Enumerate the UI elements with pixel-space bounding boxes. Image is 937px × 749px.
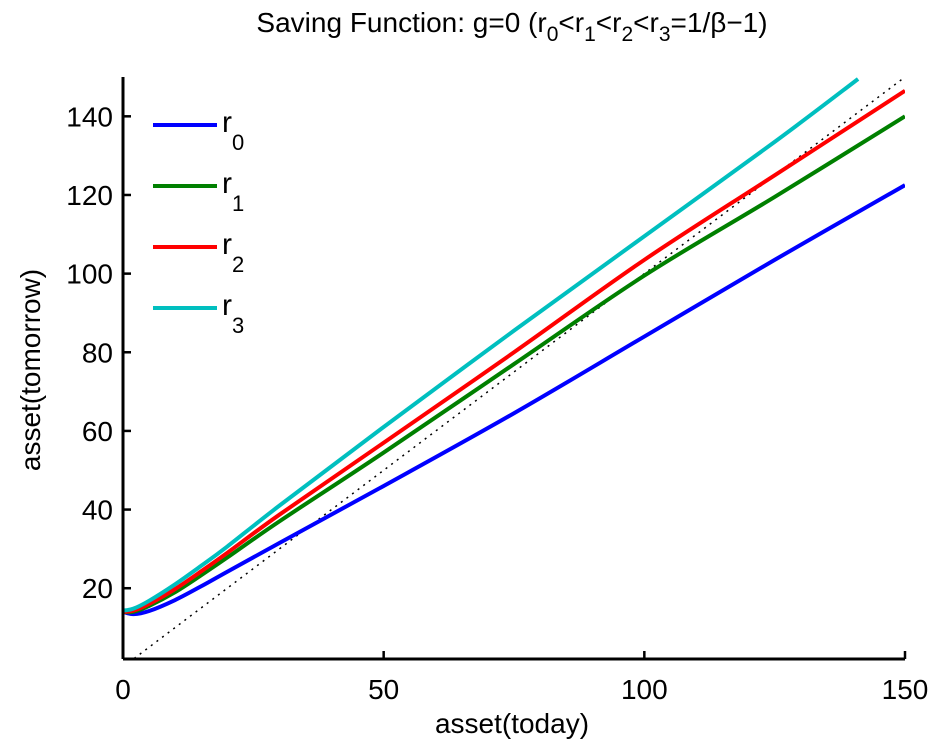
x-tick-label: 100 xyxy=(621,674,668,705)
legend-item-r0: r0 xyxy=(153,106,244,155)
title-part: <r xyxy=(596,7,622,38)
title-part: <r xyxy=(633,7,659,38)
legend-item-r3: r3 xyxy=(153,289,244,338)
series-line-r2 xyxy=(123,89,905,614)
x-tick-label: 50 xyxy=(368,674,399,705)
title-part: 1 xyxy=(584,23,596,46)
legend-label: r3 xyxy=(222,289,244,338)
title-part: 2 xyxy=(621,23,633,46)
x-tick-label: 0 xyxy=(115,674,131,705)
y-tick-label: 120 xyxy=(66,180,113,211)
legend-label: r0 xyxy=(222,106,244,155)
y-tick-label: 60 xyxy=(82,416,113,447)
title-part: 3 xyxy=(659,23,671,46)
legend-label: r2 xyxy=(222,228,244,277)
y-tick-label: 80 xyxy=(82,337,113,368)
y-tick-label: 40 xyxy=(82,495,113,526)
title-part: =1/β−1) xyxy=(671,7,768,38)
title-part: Saving Function: g=0 (r xyxy=(256,7,546,38)
y-tick-label: 140 xyxy=(66,101,113,132)
y-tick-label: 20 xyxy=(82,573,113,604)
legend-item-r1: r1 xyxy=(153,167,244,216)
series-line-r0 xyxy=(123,183,905,617)
title-part: 0 xyxy=(547,23,559,46)
plot-area xyxy=(123,77,905,659)
chart-title: Saving Function: g=0 (r0<r1<r2<r3=1/β−1) xyxy=(256,7,767,46)
x-axis-label: asset(today) xyxy=(435,708,589,739)
legend-label: r1 xyxy=(222,167,244,216)
legend: r0 r1 r2 r3 xyxy=(153,106,244,338)
series-line-r3 xyxy=(123,77,860,613)
axes: 0 50 100 150 20 40 60 80 100 120 140 xyxy=(66,77,928,705)
y-axis-label: asset(tomorrow) xyxy=(15,269,46,471)
y-tick-label: 100 xyxy=(66,259,113,290)
legend-item-r2: r2 xyxy=(153,228,244,277)
x-tick-label: 150 xyxy=(882,674,929,705)
title-part: <r xyxy=(558,7,584,38)
